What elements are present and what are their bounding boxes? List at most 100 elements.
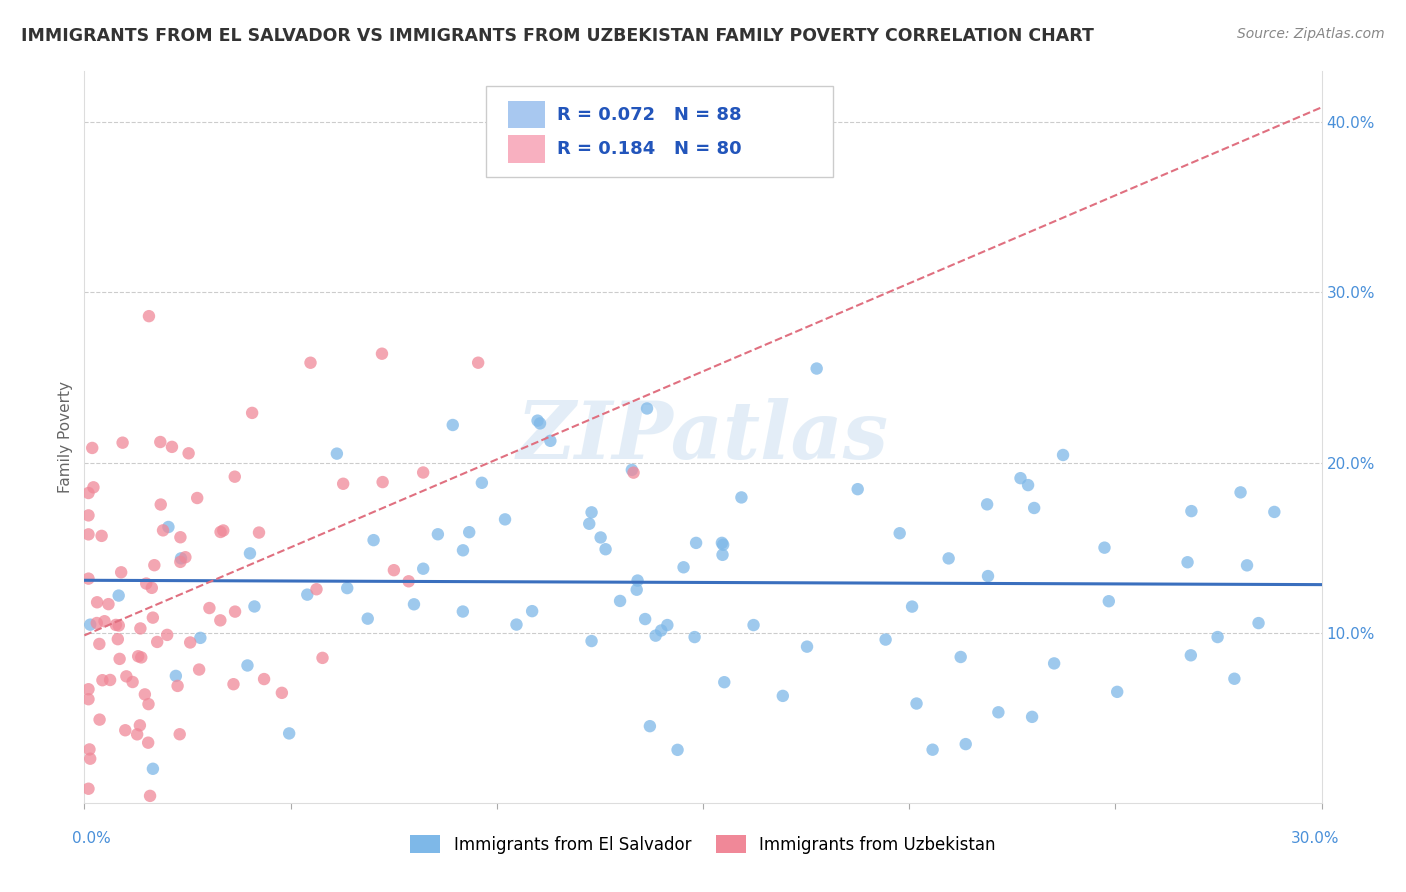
Point — [107, 618, 129, 632]
Point — [711, 548, 734, 562]
Point — [149, 498, 172, 512]
Point — [1010, 471, 1032, 485]
Point — [247, 525, 270, 540]
Point — [905, 697, 928, 711]
Point — [1180, 504, 1202, 518]
Point — [538, 434, 561, 448]
Point — [710, 536, 733, 550]
Point — [520, 604, 543, 618]
FancyBboxPatch shape — [486, 86, 832, 178]
Point — [1094, 541, 1116, 555]
Point — [623, 466, 645, 480]
Point — [156, 628, 179, 642]
Point — [467, 356, 489, 370]
Point — [297, 588, 319, 602]
Point — [160, 440, 183, 454]
Point — [626, 582, 648, 597]
Point — [977, 569, 1000, 583]
Point — [79, 617, 101, 632]
Point — [638, 719, 661, 733]
Point — [711, 538, 734, 552]
Point — [224, 469, 246, 483]
Point — [98, 673, 121, 687]
Point — [772, 689, 794, 703]
Point — [311, 651, 333, 665]
Point — [1180, 648, 1202, 663]
Point — [224, 605, 246, 619]
Point — [236, 658, 259, 673]
Point — [82, 441, 104, 455]
Point — [1024, 500, 1046, 515]
Point — [79, 752, 101, 766]
Point — [938, 551, 960, 566]
Point — [398, 574, 420, 589]
Point — [609, 594, 631, 608]
Point — [170, 551, 193, 566]
Point — [1229, 485, 1251, 500]
Text: 30.0%: 30.0% — [1291, 831, 1339, 846]
Point — [142, 610, 165, 624]
Point — [89, 637, 111, 651]
Point — [1177, 555, 1199, 569]
Point — [91, 673, 114, 688]
Point — [128, 718, 150, 732]
Point — [177, 446, 200, 460]
Point — [270, 686, 292, 700]
Point — [107, 632, 129, 647]
Point — [188, 663, 211, 677]
Point — [471, 475, 494, 490]
Point — [363, 533, 385, 548]
Point — [135, 576, 157, 591]
Point — [86, 595, 108, 609]
Point — [595, 542, 617, 557]
Point — [650, 624, 672, 638]
Point — [77, 527, 100, 541]
Point — [77, 486, 100, 500]
Point — [357, 612, 380, 626]
Point — [198, 601, 221, 615]
Point — [875, 632, 897, 647]
Point — [169, 727, 191, 741]
Point — [212, 524, 235, 538]
Point — [104, 618, 127, 632]
Point — [166, 679, 188, 693]
Point — [169, 530, 191, 544]
Point — [636, 401, 658, 416]
Text: ZIPatlas: ZIPatlas — [517, 399, 889, 475]
Point — [626, 574, 648, 588]
Point — [142, 762, 165, 776]
Point — [382, 563, 405, 577]
Point — [129, 622, 152, 636]
Text: IMMIGRANTS FROM EL SALVADOR VS IMMIGRANTS FROM UZBEKISTAN FAMILY POVERTY CORRELA: IMMIGRANTS FROM EL SALVADOR VS IMMIGRANT… — [21, 27, 1094, 45]
Bar — [508, 101, 544, 128]
Point — [299, 356, 322, 370]
Point — [666, 743, 689, 757]
Point — [526, 414, 548, 428]
Point — [581, 634, 603, 648]
Point — [149, 435, 172, 450]
Point — [240, 406, 263, 420]
Point — [121, 675, 143, 690]
Point — [458, 525, 481, 540]
Point — [108, 652, 131, 666]
Point — [1098, 594, 1121, 608]
Point — [589, 531, 612, 545]
Point — [129, 650, 152, 665]
Point — [127, 649, 149, 664]
Point — [86, 615, 108, 630]
Point — [1107, 685, 1129, 699]
Point — [796, 640, 818, 654]
Point — [138, 309, 160, 323]
Point — [713, 675, 735, 690]
Point — [685, 536, 707, 550]
Point — [305, 582, 328, 597]
Point — [451, 543, 474, 558]
Point — [578, 516, 600, 531]
Point — [889, 526, 911, 541]
Point — [1043, 657, 1066, 671]
Point — [683, 630, 706, 644]
Bar — [508, 135, 544, 163]
Point — [1206, 630, 1229, 644]
Text: Source: ZipAtlas.com: Source: ZipAtlas.com — [1237, 27, 1385, 41]
Point — [77, 508, 100, 523]
